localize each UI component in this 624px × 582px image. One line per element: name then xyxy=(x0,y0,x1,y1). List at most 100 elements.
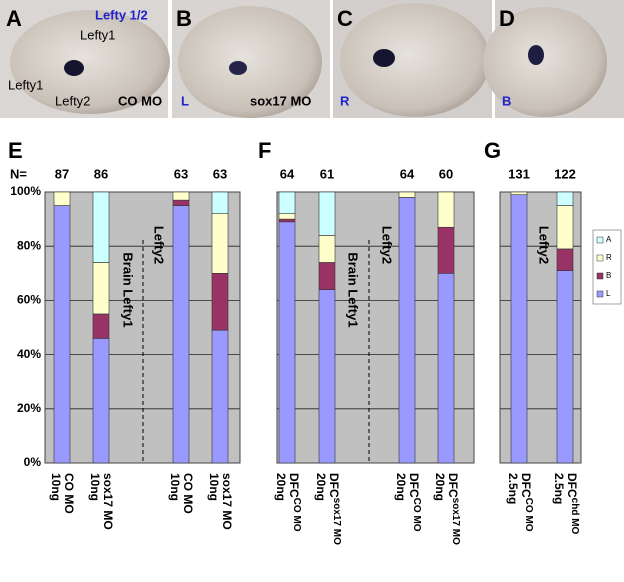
photo-label: CO MO xyxy=(118,93,162,108)
category-prefix: DFC xyxy=(519,473,533,498)
legend-label: B xyxy=(606,271,611,280)
x-tick-label: CO MO xyxy=(181,473,195,514)
photo-label: Lefty2 xyxy=(55,93,90,108)
dose-label: 20ng xyxy=(394,473,408,501)
bar-segment xyxy=(278,213,296,220)
bar-segment xyxy=(318,191,336,236)
stain xyxy=(229,61,247,75)
bar-segment xyxy=(53,191,71,206)
photo-label: Lefty 1/2 xyxy=(95,7,148,22)
annotation: Lefty2 xyxy=(380,226,395,264)
panel-letter: E xyxy=(8,138,23,163)
photo-label: Lefty1 xyxy=(8,77,43,92)
legend-swatch xyxy=(596,254,604,262)
category-prefix: DFC xyxy=(327,473,341,498)
bar-segment xyxy=(172,191,190,201)
category-name: CO MO xyxy=(523,498,534,532)
dose-label: 2.5ng xyxy=(506,473,520,504)
bar-segment xyxy=(278,221,296,464)
category-name: sox17 MO xyxy=(331,498,342,545)
dose-label: 10ng xyxy=(88,473,102,501)
y-tick-label: 60% xyxy=(17,293,41,307)
dose-label: 20ng xyxy=(433,473,447,501)
bar-segment xyxy=(510,191,528,196)
legend-swatch xyxy=(596,290,604,298)
dose-label: 10ng xyxy=(49,473,63,501)
legend-swatch xyxy=(596,272,604,280)
dose-label: 10ng xyxy=(207,473,221,501)
category-name: CO MO xyxy=(411,498,422,532)
n-count: 64 xyxy=(280,166,295,181)
bar-segment xyxy=(510,194,528,464)
bar-segment xyxy=(53,205,71,464)
x-tick-label: CO MO xyxy=(62,473,76,514)
n-count: 64 xyxy=(400,166,415,181)
bar-segment xyxy=(318,262,336,290)
bar-segment xyxy=(398,191,416,198)
n-count: 61 xyxy=(320,166,334,181)
x-tick-label: DFCCO MO xyxy=(287,473,303,532)
bar-segment xyxy=(437,191,455,228)
n-count: 63 xyxy=(213,166,227,181)
category-prefix: DFC xyxy=(565,473,579,498)
bar-segment xyxy=(92,313,110,339)
bar-segment xyxy=(172,199,190,206)
legend-swatch xyxy=(596,236,604,244)
bar-segment xyxy=(318,235,336,263)
x-tick-label: DFCsox17 MO xyxy=(446,473,462,545)
panel-letter: A xyxy=(6,6,22,31)
charts: 0% 20% 40% 60% 80% 100% E N= Brain Lefty1 Lefty2 8… xyxy=(8,138,622,545)
legend-label: A xyxy=(606,235,612,244)
plot-frame xyxy=(44,191,241,464)
stain xyxy=(373,49,395,67)
photo-label: sox17 MO xyxy=(250,93,311,108)
y-tick-label: 0% xyxy=(24,455,42,469)
bar-segment xyxy=(211,329,229,464)
legend-label: L xyxy=(606,289,611,298)
n-count: 86 xyxy=(94,166,108,181)
annotation: Brain Lefty1 xyxy=(121,252,136,327)
category-prefix: DFC xyxy=(407,473,421,498)
bar-segment xyxy=(92,262,110,315)
bar-segment xyxy=(437,272,455,464)
bar-segment xyxy=(92,338,110,464)
bar-segment xyxy=(278,191,296,214)
n-count: 63 xyxy=(174,166,188,181)
y-tick-label: 80% xyxy=(17,238,41,252)
category-name: sox17 MO xyxy=(450,498,461,545)
n-label: N= xyxy=(10,166,27,181)
bar-segment xyxy=(556,191,574,206)
bar-segment xyxy=(211,213,229,274)
legend-label: R xyxy=(606,253,612,262)
dose-label: 20ng xyxy=(274,473,288,501)
plot-frame xyxy=(276,191,475,464)
panel-letter: G xyxy=(484,138,501,163)
category-name: chd MO xyxy=(569,498,580,535)
x-tick-label: DFCsox17 MO xyxy=(327,473,343,545)
photo-panels: A Lefty 1/2 Lefty1 Lefty1 Lefty2 CO MO B… xyxy=(0,0,624,118)
n-count: 122 xyxy=(554,166,576,181)
y-tick-label: 40% xyxy=(17,347,41,361)
annotation: Lefty2 xyxy=(537,226,552,264)
annotation: Lefty2 xyxy=(152,226,167,264)
bar-segment xyxy=(556,270,574,464)
category-prefix: DFC xyxy=(287,473,301,498)
panel-letter: D xyxy=(499,6,515,31)
y-tick-label: 20% xyxy=(17,401,41,415)
stain xyxy=(528,45,544,65)
dose-label: 10ng xyxy=(168,473,182,501)
bar-segment xyxy=(211,191,229,214)
bar-segment xyxy=(92,191,110,263)
bar-segment xyxy=(278,218,296,223)
bar-segment xyxy=(172,205,190,464)
panel-letter: F xyxy=(258,138,271,163)
embryo xyxy=(340,3,490,117)
bar-segment xyxy=(398,197,416,464)
y-tick-label: 100% xyxy=(10,184,41,198)
photo-label: L xyxy=(181,93,189,108)
x-tick-label: DFCchd MO xyxy=(565,473,581,535)
bar-segment xyxy=(556,205,574,250)
embryo xyxy=(483,7,607,117)
category-name: CO MO xyxy=(291,498,302,532)
bar-segment xyxy=(318,289,336,464)
